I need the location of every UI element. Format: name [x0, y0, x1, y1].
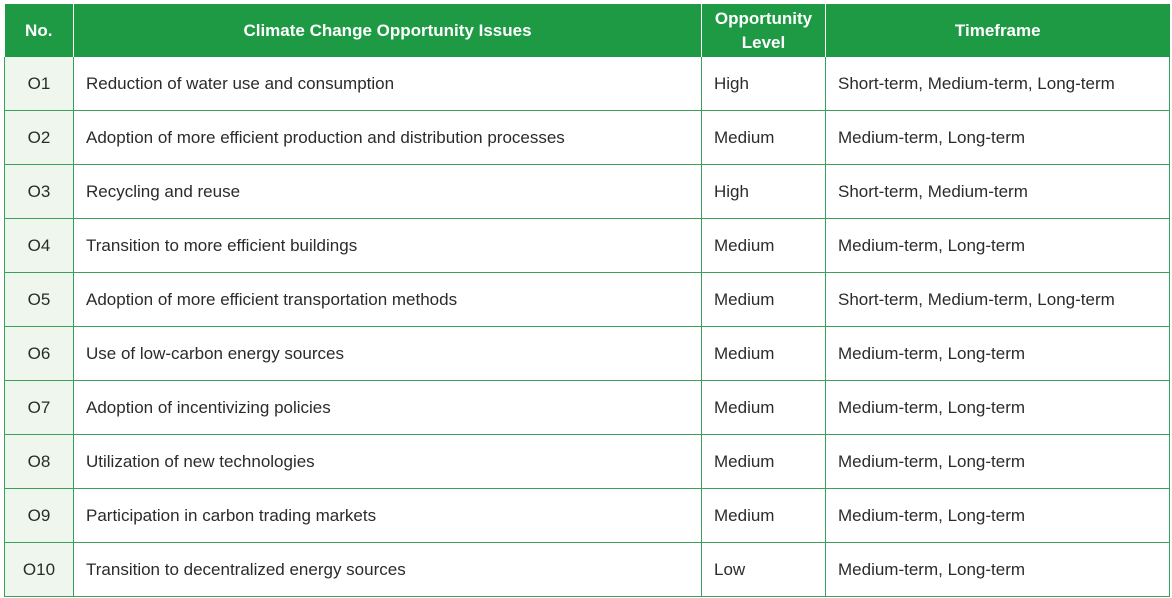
table-row: O9 Participation in carbon trading market… [4, 488, 1170, 543]
table-row: O10 Transition to decentralized energy so… [4, 542, 1170, 597]
opportunity-table: No. Climate Change Opportunity Issues Op… [4, 4, 1170, 597]
table-row: O1 Reduction of water use and consumption… [4, 57, 1170, 111]
level-cell: Medium [701, 218, 826, 273]
table-row: O6 Use of low-carbon energy sources Medium… [4, 326, 1170, 381]
level-cell: Low [701, 542, 826, 597]
issue-cell: Adoption of incentivizing policies [73, 380, 702, 435]
header-issue: Climate Change Opportunity Issues [73, 4, 702, 57]
timeframe-cell: Medium-term, Long-term [825, 218, 1170, 273]
table-row: O3 Recycling and reuse High Short-term, Med… [4, 164, 1170, 219]
timeframe-cell: Medium-term, Long-term [825, 488, 1170, 543]
header-no: No. [4, 4, 74, 57]
level-cell: Medium [701, 380, 826, 435]
timeframe-cell: Short-term, Medium-term, Long-term [825, 57, 1170, 111]
table-row: O2 Adoption of more efficient production … [4, 110, 1170, 165]
no-cell: O2 [4, 110, 74, 165]
no-cell: O4 [4, 218, 74, 273]
no-cell: O1 [4, 57, 74, 111]
issue-cell: Utilization of new technologies [73, 434, 702, 489]
table-row: O4 Transition to more efficient buildings… [4, 218, 1170, 273]
issue-cell: Participation in carbon trading markets [73, 488, 702, 543]
table-body: O1 Reduction of water use and consumption… [4, 57, 1170, 597]
timeframe-cell: Medium-term, Long-term [825, 542, 1170, 597]
header-timeframe: Timeframe [825, 4, 1170, 57]
issue-cell: Transition to decentralized energy sourc… [73, 542, 702, 597]
no-cell: O8 [4, 434, 74, 489]
no-cell: O10 [4, 542, 74, 597]
level-cell: Medium [701, 488, 826, 543]
no-cell: O6 [4, 326, 74, 381]
table-row: O8 Utilization of new technologies Medium M… [4, 434, 1170, 489]
level-cell: High [701, 57, 826, 111]
issue-cell: Reduction of water use and consumption [73, 57, 702, 111]
level-cell: Medium [701, 272, 826, 327]
header-row: No. Climate Change Opportunity Issues Op… [4, 4, 1170, 57]
level-cell: Medium [701, 434, 826, 489]
issue-cell: Adoption of more efficient production an… [73, 110, 702, 165]
no-cell: O9 [4, 488, 74, 543]
timeframe-cell: Medium-term, Long-term [825, 110, 1170, 165]
timeframe-cell: Medium-term, Long-term [825, 380, 1170, 435]
timeframe-cell: Short-term, Medium-term [825, 164, 1170, 219]
table-row: O7 Adoption of incentivizing policies Medi… [4, 380, 1170, 435]
no-cell: O3 [4, 164, 74, 219]
level-cell: Medium [701, 110, 826, 165]
timeframe-cell: Short-term, Medium-term, Long-term [825, 272, 1170, 327]
timeframe-cell: Medium-term, Long-term [825, 434, 1170, 489]
level-cell: Medium [701, 326, 826, 381]
no-cell: O5 [4, 272, 74, 327]
no-cell: O7 [4, 380, 74, 435]
issue-cell: Adoption of more efficient transportatio… [73, 272, 702, 327]
timeframe-cell: Medium-term, Long-term [825, 326, 1170, 381]
table-row: O5 Adoption of more efficient transportat… [4, 272, 1170, 327]
issue-cell: Use of low-carbon energy sources [73, 326, 702, 381]
table-header: No. Climate Change Opportunity Issues Op… [4, 4, 1170, 57]
header-level-line2: Level [741, 32, 786, 52]
issue-cell: Recycling and reuse [73, 164, 702, 219]
header-level: Opportunity Level [701, 4, 826, 57]
level-cell: High [701, 164, 826, 219]
issue-cell: Transition to more efficient buildings [73, 218, 702, 273]
header-level-line1: Opportunity [714, 8, 813, 28]
